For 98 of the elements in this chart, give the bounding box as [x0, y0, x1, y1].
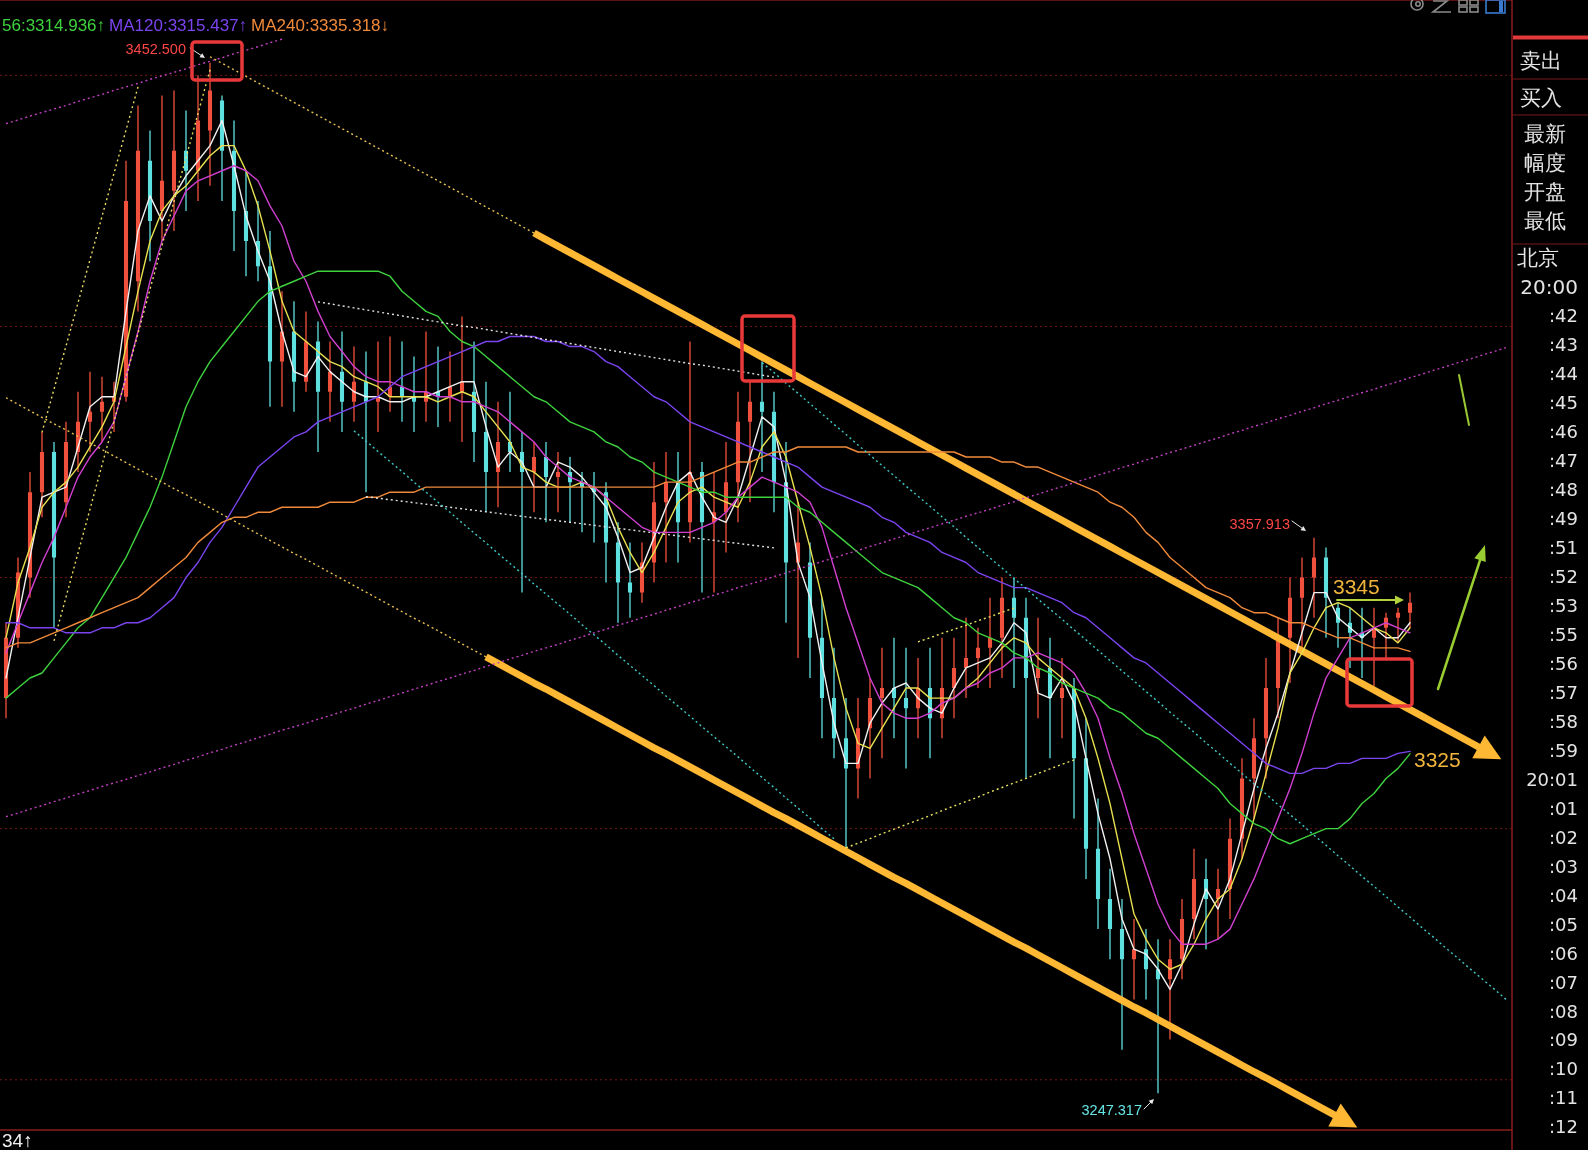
candlestick [975, 627, 981, 689]
candlestick [327, 341, 333, 422]
candlestick [663, 452, 669, 563]
text: :09 [1549, 1029, 1578, 1051]
text: :53 [1549, 595, 1578, 617]
candlestick [1131, 919, 1137, 1000]
candlestick [399, 341, 405, 422]
text: :12 [1549, 1116, 1578, 1138]
candlestick [1119, 898, 1125, 1050]
candlestick [1047, 637, 1053, 759]
text: 最低 [1524, 209, 1566, 233]
text: :44 [1549, 363, 1578, 385]
candlestick [99, 376, 105, 442]
text: :02 [1549, 826, 1578, 848]
candlestick [1215, 868, 1221, 940]
text: :47 [1549, 450, 1578, 472]
candlestick [339, 331, 345, 432]
candlestick [567, 457, 573, 523]
text: :57 [1549, 681, 1578, 703]
text: 34↑ [2, 1130, 33, 1150]
candlestick [879, 647, 885, 759]
candlestick [351, 346, 357, 422]
candlestick [915, 657, 921, 739]
text: :11 [1549, 1087, 1578, 1109]
text: :59 [1549, 739, 1578, 761]
annotation: 3247.317 [1081, 1102, 1142, 1118]
text: 最新 [1524, 122, 1566, 146]
text: :56 [1549, 652, 1578, 674]
text: :04 [1549, 884, 1578, 906]
candlestick [903, 647, 909, 769]
candlestick [1143, 929, 1149, 1000]
candlestick [375, 341, 381, 432]
candlestick [1395, 607, 1401, 643]
candlestick [1311, 537, 1317, 618]
candlestick [423, 331, 429, 422]
text: 买入 [1520, 86, 1562, 110]
legend: 56:3314.936↑ MA120:3315.437↑ MA240:3335.318↓ [2, 16, 390, 35]
candlestick [459, 316, 465, 442]
annotation: 3345 [1333, 575, 1380, 598]
candlestick [1011, 577, 1017, 689]
candlestick [891, 637, 897, 739]
candlestick [843, 698, 849, 849]
text: :10 [1549, 1058, 1578, 1080]
text: :58 [1549, 710, 1578, 732]
candlestick [723, 441, 729, 553]
candlestick [555, 452, 561, 513]
text: :01 [1549, 797, 1578, 819]
candlestick [183, 110, 189, 211]
text: :06 [1549, 942, 1578, 964]
annotation: 3452.500 [125, 41, 186, 57]
candlestick [411, 356, 417, 432]
candlestick [1095, 798, 1101, 930]
text: :48 [1549, 479, 1578, 501]
candlestick [1407, 592, 1413, 628]
candlestick [747, 381, 753, 503]
candlestick [87, 371, 93, 452]
candlestick [951, 637, 957, 719]
annotation: 3325 [1414, 748, 1461, 771]
candlestick [447, 351, 453, 422]
text: :07 [1549, 971, 1578, 993]
candlestick [687, 341, 693, 543]
candlestick [483, 381, 489, 513]
candlestick [627, 542, 633, 618]
text: :52 [1549, 566, 1578, 588]
text: :43 [1549, 334, 1578, 356]
text: 幅度 [1524, 151, 1566, 175]
text: :51 [1549, 537, 1578, 559]
text: 北京 [1517, 246, 1559, 270]
candlestick [315, 321, 321, 452]
text: :49 [1549, 508, 1578, 530]
candlestick [1059, 657, 1065, 739]
candlestick [171, 90, 177, 232]
candlestick [159, 95, 165, 242]
text: 开盘 [1524, 180, 1566, 204]
text: :03 [1549, 855, 1578, 877]
candlestick [963, 617, 969, 699]
candlestick [615, 522, 621, 623]
text: :05 [1549, 913, 1578, 935]
candlestick [279, 291, 285, 407]
text: :55 [1549, 624, 1578, 646]
annotation: 3357.913 [1229, 516, 1290, 532]
candlestick [795, 502, 801, 658]
text: 20:00 [1520, 275, 1578, 299]
candlestick [363, 351, 369, 493]
candlestick [531, 441, 537, 513]
candlestick [207, 62, 213, 186]
text: :45 [1549, 392, 1578, 414]
candlestick [1107, 868, 1113, 960]
text: :08 [1549, 1000, 1578, 1022]
text: 20:01 [1526, 768, 1578, 790]
text: 卖出 [1520, 49, 1562, 73]
candlestick [1299, 557, 1305, 648]
text: :46 [1549, 421, 1578, 443]
text: :42 [1549, 305, 1578, 327]
candlestick [1035, 617, 1041, 719]
candlestick [867, 678, 873, 779]
candlestick [543, 441, 549, 523]
candlestick [471, 341, 477, 463]
